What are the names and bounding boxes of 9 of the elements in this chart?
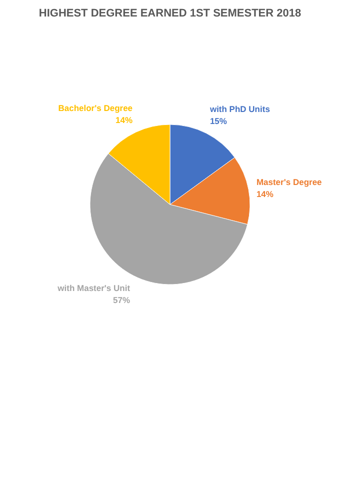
slice-label: with PhD Units: [208, 104, 270, 114]
slice-label: Bachelor's Degree: [58, 102, 133, 113]
data-label: 57%: [113, 294, 130, 305]
chart-title: HIGHEST DEGREE EARNED 1ST SEMESTER 2018: [38, 8, 302, 20]
slice-label: Master's Degree: [256, 177, 322, 188]
data-label: 14%: [256, 189, 274, 200]
data-label: 14%: [116, 114, 133, 125]
data-label: 15%: [210, 116, 228, 126]
slice-label: with Master's Unit: [56, 282, 130, 293]
